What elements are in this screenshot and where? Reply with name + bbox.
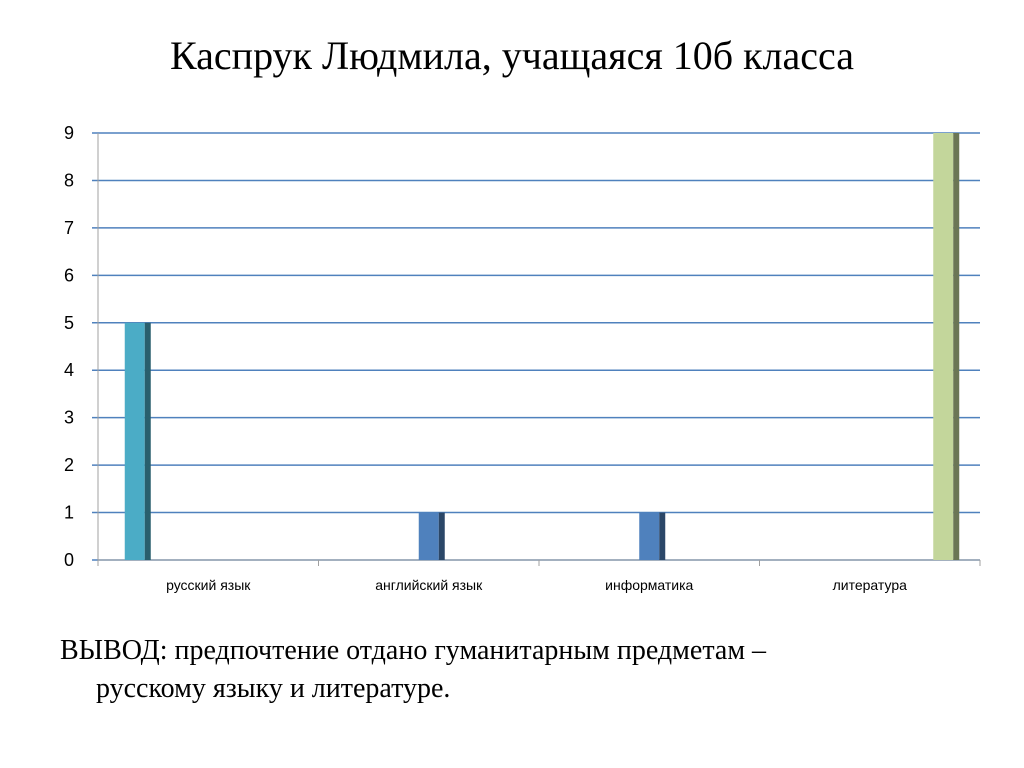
bar [639, 512, 660, 560]
y-tick-label: 5 [64, 313, 74, 333]
y-tick-label: 8 [64, 170, 74, 190]
y-tick-label: 2 [64, 455, 74, 475]
category-label: английский язык [375, 577, 483, 593]
bar-side [953, 133, 960, 560]
bar [124, 322, 145, 560]
bar-side [659, 512, 666, 560]
y-tick-label: 4 [64, 360, 74, 380]
y-tick-label: 7 [64, 218, 74, 238]
conclusion-text: ВЫВОД: предпочтение отдано гуманитарным … [60, 632, 960, 708]
category-label: литература [833, 577, 907, 593]
bar-side [438, 512, 445, 560]
y-tick-label: 0 [64, 550, 74, 570]
conclusion-line-2: русскому языку и литературе. [96, 673, 451, 704]
y-tick-label: 9 [64, 123, 74, 143]
slide-title: Каспрук Людмила, учащаяся 10б класса [170, 33, 854, 78]
category-label: русский язык [166, 577, 251, 593]
bar-chart: 0 1 2 3 4 5 6 7 8 9 русский язык английский язык инф… [64, 123, 981, 593]
conclusion-line-1: ВЫВОД: предпочтение отдано гуманитарным … [60, 635, 767, 666]
bar [933, 133, 954, 560]
y-tick-label: 6 [64, 265, 74, 285]
bar-side [144, 322, 151, 560]
y-tick-label: 3 [64, 408, 74, 428]
y-tick-label: 1 [64, 503, 74, 523]
category-label: информатика [605, 577, 693, 593]
bar [418, 512, 439, 560]
